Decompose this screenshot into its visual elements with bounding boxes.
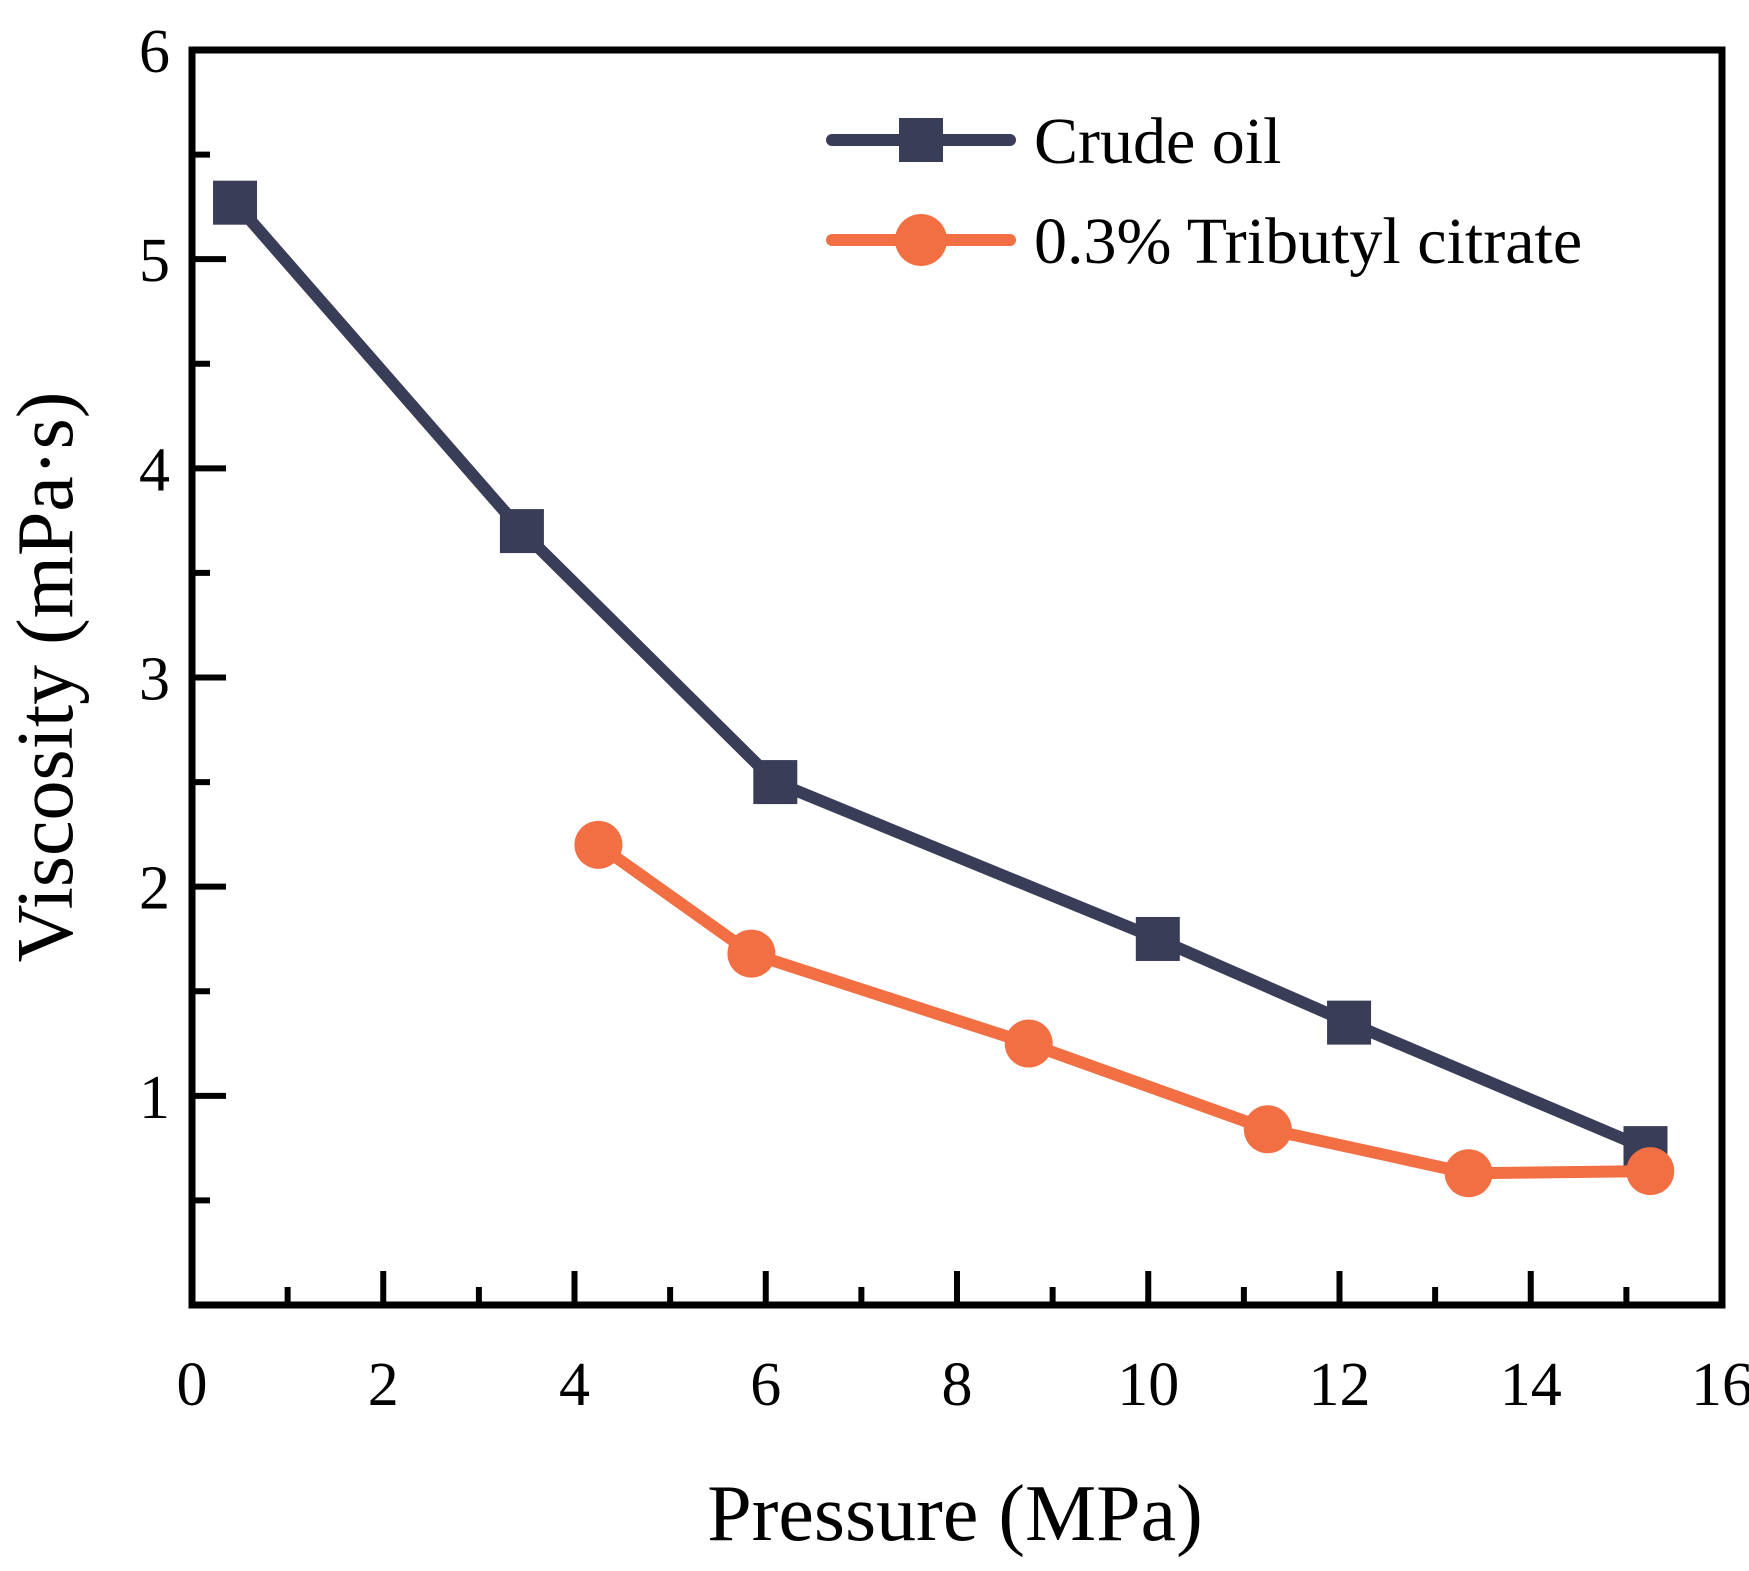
x-axis-title: Pressure (MPa) <box>707 1470 1202 1558</box>
x-tick-label: 12 <box>1309 1351 1371 1419</box>
y-tick-label: 2 <box>139 855 170 923</box>
legend-marker <box>895 214 947 266</box>
data-point-tributyl-citrate <box>1444 1149 1493 1198</box>
series-line-crude-oil <box>229 196 1652 1155</box>
x-tick-label: 16 <box>1691 1351 1749 1419</box>
legend-label: Crude oil <box>1034 105 1281 178</box>
data-point-tributyl-citrate <box>727 929 776 978</box>
data-point-crude-oil <box>213 180 258 225</box>
y-tick-label: 3 <box>139 646 170 714</box>
data-point-tributyl-citrate <box>1004 1019 1053 1068</box>
y-tick-label: 4 <box>139 436 170 504</box>
legend-item-crude-oil: Crude oil <box>826 105 1281 178</box>
x-tick-label: 6 <box>750 1351 781 1419</box>
data-point-crude-oil <box>499 509 544 554</box>
data-point-crude-oil <box>1135 916 1180 961</box>
x-tick-label: 10 <box>1117 1351 1179 1419</box>
y-axis-title: Viscosity (mPa·s) <box>2 392 90 963</box>
x-tick-label: 2 <box>368 1351 399 1419</box>
legend-marker <box>899 118 943 162</box>
legend-label: 0.3% Tributyl citrate <box>1034 205 1582 278</box>
data-point-tributyl-citrate <box>1243 1105 1292 1154</box>
y-tick-label: 6 <box>139 18 170 86</box>
y-tick-label: 5 <box>139 227 170 295</box>
x-tick-label: 8 <box>942 1351 973 1419</box>
series-layer <box>213 180 1675 1198</box>
data-point-crude-oil <box>1327 1000 1372 1045</box>
series-line-tributyl-citrate <box>592 838 1657 1180</box>
data-point-tributyl-citrate <box>1626 1147 1675 1196</box>
data-point-crude-oil <box>753 760 798 805</box>
x-tick-label: 14 <box>1500 1351 1562 1419</box>
y-tick-label: 1 <box>139 1064 170 1132</box>
x-tick-label: 0 <box>177 1351 208 1419</box>
x-tick-label: 4 <box>559 1351 590 1419</box>
legend-item-tributyl-citrate: 0.3% Tributyl citrate <box>826 205 1582 278</box>
series-crude-oil <box>213 180 1668 1171</box>
legend: Crude oil 0.3% Tributyl citrate <box>826 105 1582 278</box>
series-tributyl-citrate <box>574 820 1675 1198</box>
data-point-tributyl-citrate <box>574 820 623 869</box>
